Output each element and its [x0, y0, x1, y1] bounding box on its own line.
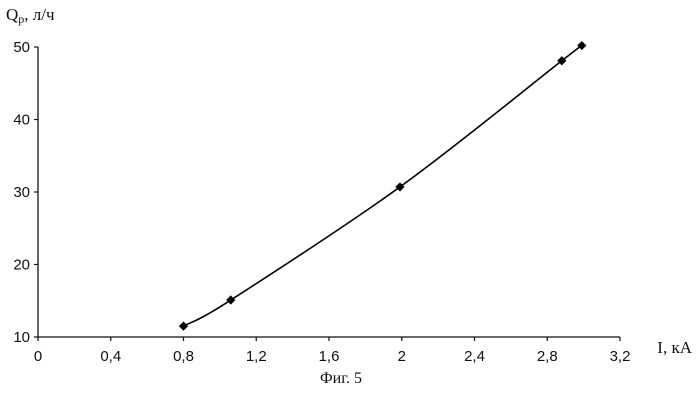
- x-tick-label-5: 2: [398, 348, 406, 365]
- x-tick-label-7: 2,8: [537, 348, 558, 365]
- data-point-0: [179, 322, 188, 331]
- y-ticks: 10 20 30 40 50: [13, 39, 38, 346]
- y-axis-title-main: Q: [6, 5, 18, 24]
- data-point-1: [226, 295, 235, 304]
- y-tick-label-0: 10: [13, 329, 30, 346]
- x-axis-title: I, кА: [657, 338, 692, 357]
- x-tick-label-4: 1,6: [319, 348, 340, 365]
- x-tick-label-6: 2,4: [464, 348, 485, 365]
- x-tick-label-1: 0,4: [100, 348, 121, 365]
- x-tick-label-0: 0: [34, 348, 42, 365]
- y-tick-label-3: 40: [13, 112, 30, 129]
- figure-caption: Фиг. 5: [320, 370, 362, 387]
- y-axis-title: Qр, л/ч: [6, 5, 55, 26]
- y-tick-label-2: 30: [13, 184, 30, 201]
- y-tick-label-1: 20: [13, 257, 30, 274]
- series-line-0: [184, 45, 583, 326]
- plot-area: [179, 41, 587, 331]
- x-tick-label-8: 3,2: [610, 348, 631, 365]
- x-tick-label-2: 0,8: [173, 348, 194, 365]
- y-tick-label-4: 50: [13, 39, 30, 56]
- y-axis-title-rest: , л/ч: [24, 5, 55, 24]
- x-tick-label-3: 1,2: [246, 348, 267, 365]
- x-ticks: 0 0,4 0,8 1,2 1,6 2 2,4 2,8 3,2: [34, 337, 631, 365]
